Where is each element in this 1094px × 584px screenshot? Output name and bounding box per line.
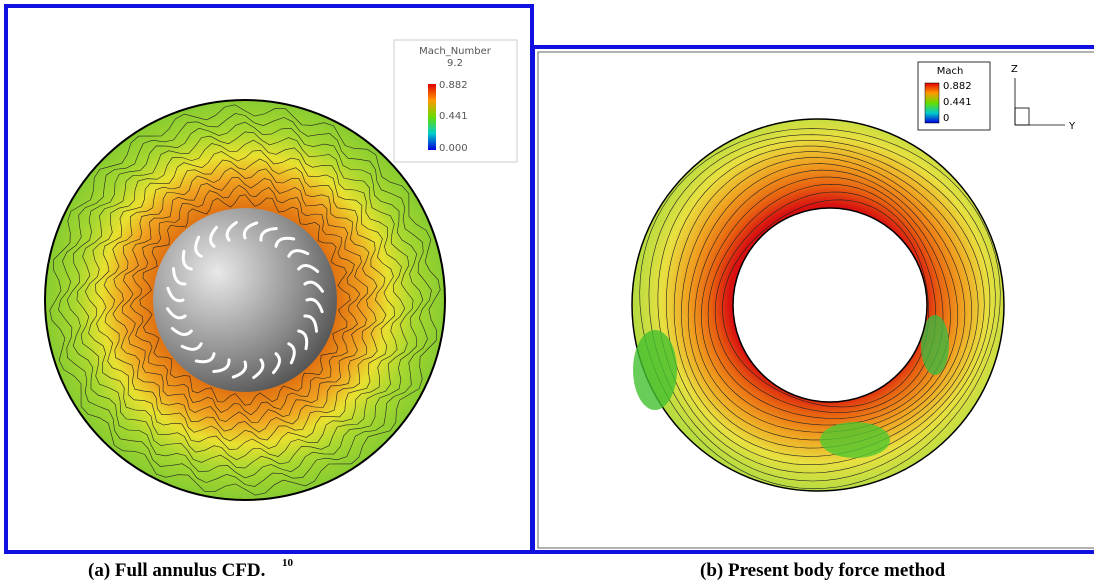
axis-label: Y [1068, 121, 1076, 132]
legend: Mach 0.882 0.441 0 [918, 62, 990, 130]
legend-title: Mach [937, 66, 964, 77]
low-speed-region [633, 330, 677, 410]
caption: (a) Full annulus CFD. [88, 560, 265, 581]
legend: Mach_Number 9.2 0.882 0.441 0.000 [394, 40, 517, 162]
caption: (b) Present body force method [700, 560, 946, 581]
legend-label: 0.441 [943, 97, 972, 108]
figure: Mach_Number 9.2 0.882 0.441 0.000 Mach 0… [0, 0, 1094, 584]
legend-subtitle: 9.2 [447, 58, 463, 69]
legend-label: 0.000 [439, 143, 468, 154]
legend-label: 0.441 [439, 111, 468, 122]
caption-ref: 10 [282, 557, 294, 569]
legend-label: 0 [943, 113, 949, 124]
axis-label: Z [1011, 64, 1018, 75]
low-speed-region [820, 422, 890, 458]
legend-label: 0.882 [439, 80, 468, 91]
colorbar [925, 83, 939, 123]
colorbar [428, 84, 436, 150]
legend-label: 0.882 [943, 81, 972, 92]
legend-title: Mach_Number [419, 46, 492, 57]
hub-hole [733, 208, 927, 402]
